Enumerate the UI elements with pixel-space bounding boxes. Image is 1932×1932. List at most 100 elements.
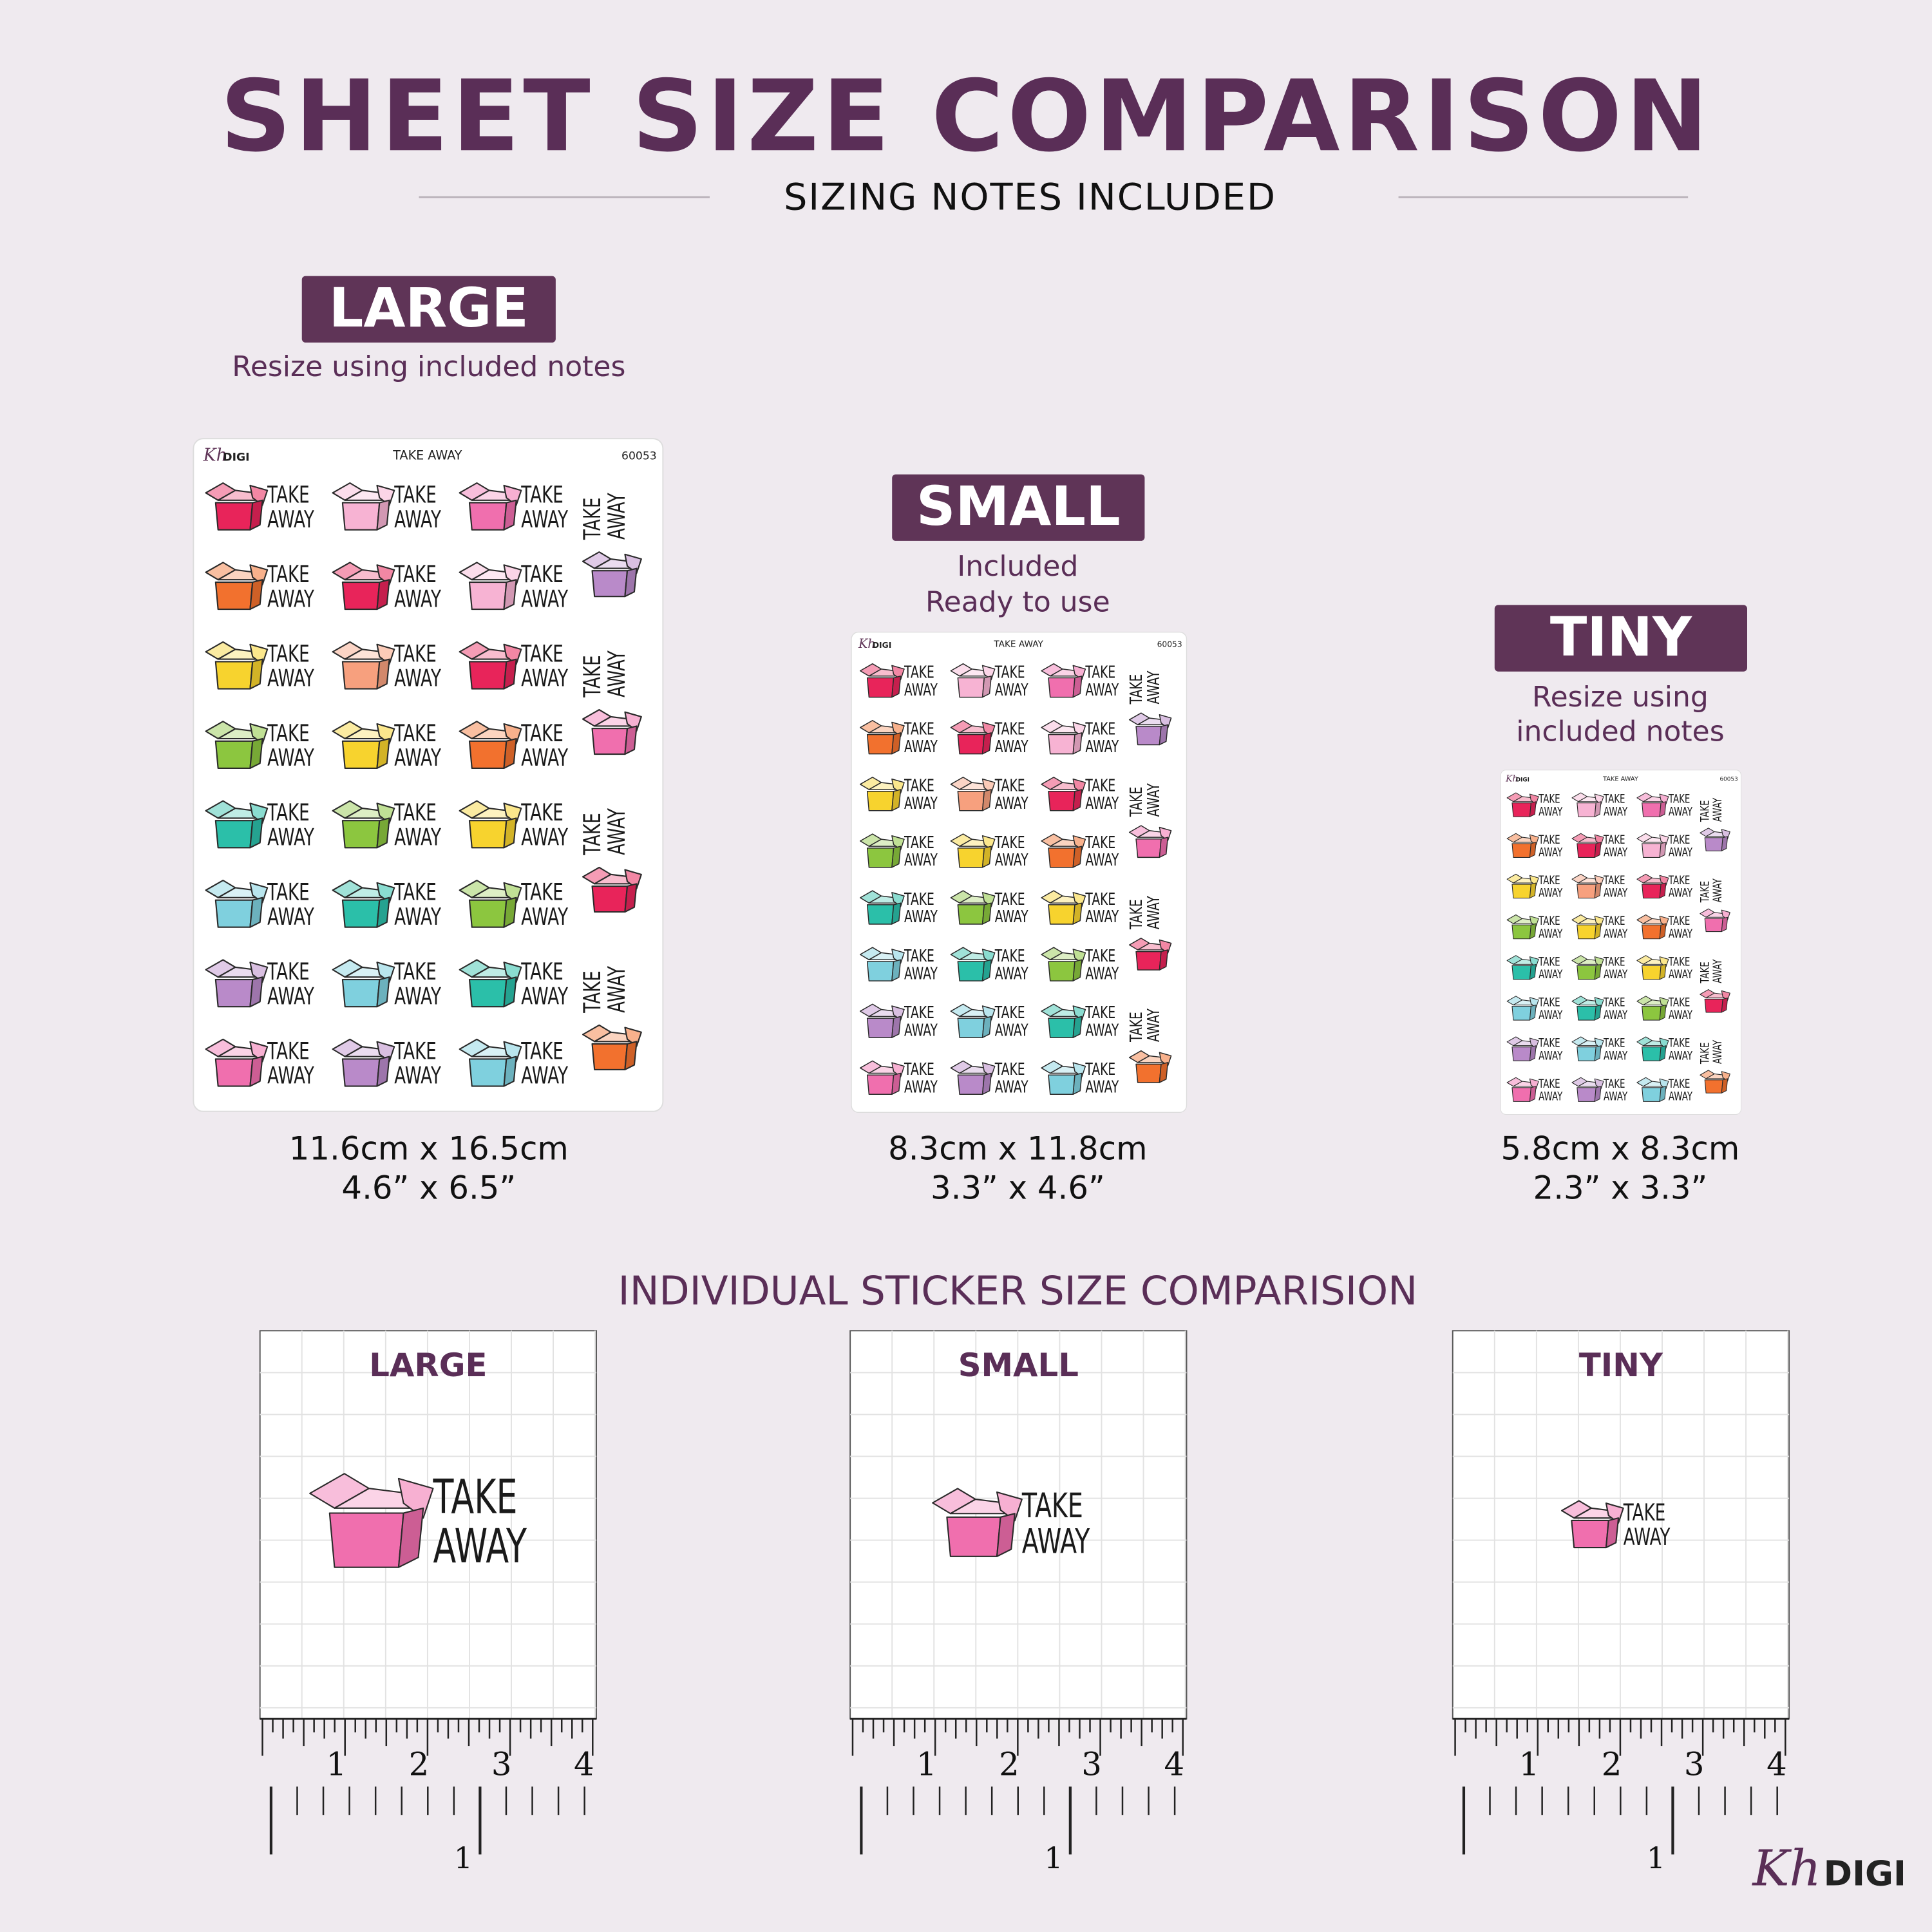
takeaway-box <box>1636 833 1669 858</box>
box-front <box>866 904 895 925</box>
box-front <box>341 899 381 928</box>
takeaway-box <box>1700 828 1730 851</box>
box-side <box>624 1041 638 1070</box>
sticker-text: AWAY <box>1710 798 1725 822</box>
sticker-text: AWAY <box>267 824 314 851</box>
box-front <box>957 848 985 868</box>
box-front <box>957 1018 985 1038</box>
box-front <box>1704 918 1723 933</box>
size-note: Resize using included notes <box>232 350 625 383</box>
sticker-text: TAKE <box>1538 995 1560 1009</box>
sticker-text: AWAY <box>521 745 568 772</box>
box-side <box>891 676 902 698</box>
box-front <box>1048 848 1075 868</box>
takeaway-box <box>950 833 996 868</box>
sheet-brand: Kh <box>858 636 876 651</box>
box-front <box>1704 837 1723 851</box>
box-front <box>214 502 254 531</box>
sticker-text: AWAY <box>1144 783 1164 817</box>
sticker-text: AWAY <box>1710 959 1725 983</box>
sticker-text: AWAY <box>1710 1040 1725 1064</box>
sticker-text: TAKE <box>393 641 436 667</box>
sticker-text: TAKE <box>1603 954 1625 969</box>
takeaway-box <box>205 641 269 690</box>
box-side <box>1721 1078 1728 1094</box>
sticker-text: AWAY <box>1539 1089 1562 1103</box>
box-front <box>1048 677 1075 698</box>
box-front <box>1511 965 1531 980</box>
sticker-text: TAKE <box>1127 674 1146 705</box>
box-front <box>1577 843 1596 858</box>
size-metric: 11.6cm x 16.5cm <box>289 1130 569 1167</box>
sticker-text: TAKE <box>1538 833 1560 847</box>
sticker-text: AWAY <box>1085 851 1119 870</box>
box-front <box>468 820 507 849</box>
takeaway-box <box>1636 1036 1669 1061</box>
ruler-inch-label: 1 <box>916 1746 937 1783</box>
box-front <box>1704 1079 1723 1094</box>
box-front <box>866 734 895 755</box>
box-flap <box>397 1477 434 1519</box>
ruler-inch-label: 4 <box>1164 1746 1185 1783</box>
box-side <box>376 896 390 928</box>
box-front <box>341 502 381 531</box>
sticker-text: TAKE <box>433 1470 518 1524</box>
sticker-text: TAKE <box>393 1038 436 1065</box>
box-front <box>341 1058 381 1087</box>
box-front <box>866 1074 895 1095</box>
takeaway-box <box>1041 890 1086 925</box>
box-side <box>996 1513 1016 1557</box>
box-front <box>341 978 381 1008</box>
box-side <box>376 976 390 1008</box>
box-side <box>503 579 517 611</box>
ruler-inch-label: 1 <box>326 1746 346 1783</box>
sticker-text: TAKE <box>520 800 563 826</box>
takeaway-box <box>950 1003 996 1038</box>
sticker-text: TAKE <box>267 800 309 826</box>
sticker-text: AWAY <box>995 1021 1028 1040</box>
takeaway-box <box>1636 792 1669 817</box>
sheet-paper <box>851 631 1188 1113</box>
takeaway-box <box>1506 955 1539 980</box>
box-side <box>1072 676 1083 698</box>
sheet-code: 60053 <box>1720 776 1738 782</box>
sticker-text: TAKE <box>994 1003 1025 1023</box>
sticker-text: TAKE <box>1085 663 1116 683</box>
sticker-text: TAKE <box>520 562 563 588</box>
box-front <box>1511 884 1531 899</box>
box-side <box>1529 801 1537 817</box>
sticker-text: TAKE <box>1127 899 1146 930</box>
size-badge <box>892 474 1145 541</box>
box-side <box>1659 923 1667 940</box>
box-front <box>1135 726 1162 746</box>
sticker-text: TAKE <box>1603 1077 1625 1091</box>
ruler-inch-label: 3 <box>1081 1746 1102 1783</box>
box-side <box>1594 923 1602 940</box>
box-side <box>1072 1072 1083 1095</box>
sheet-brand: DIGI <box>873 641 891 650</box>
box-side <box>1072 959 1083 981</box>
sticker-text: TAKE <box>580 813 606 855</box>
sticker-text: AWAY <box>1669 927 1692 941</box>
box-front <box>468 1058 507 1087</box>
box-front <box>1704 998 1723 1013</box>
box-side <box>397 1507 424 1568</box>
takeaway-box <box>1636 914 1669 940</box>
sticker-text: TAKE <box>1127 1012 1146 1043</box>
sticker-text: AWAY <box>267 1063 314 1090</box>
takeaway-box <box>859 947 905 981</box>
box-side <box>1529 1045 1537 1061</box>
box-side <box>981 676 992 698</box>
sticker-text: AWAY <box>1539 1008 1562 1022</box>
takeaway-box <box>459 721 522 769</box>
box-side <box>891 902 902 925</box>
sticker-text: TAKE <box>1538 873 1560 887</box>
box-side <box>891 1016 902 1038</box>
sticker-text: AWAY <box>1604 886 1627 900</box>
takeaway-box <box>582 1024 642 1070</box>
box-front <box>1135 838 1162 858</box>
box-side <box>249 817 263 849</box>
sticker-text: AWAY <box>1144 1009 1164 1042</box>
box-front <box>214 581 254 611</box>
